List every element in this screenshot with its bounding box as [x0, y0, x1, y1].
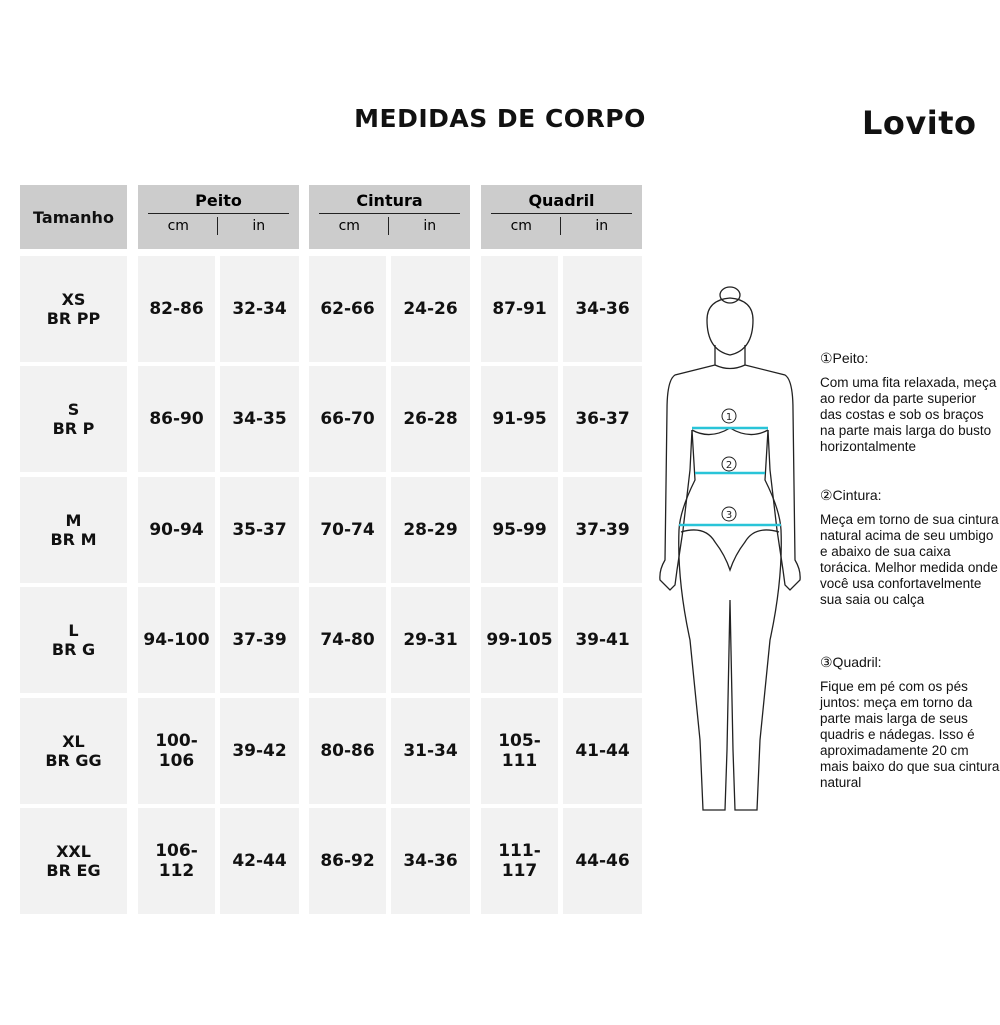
divider [319, 213, 460, 214]
unit-in: in [423, 218, 437, 234]
divider [491, 213, 632, 214]
group-label: Cintura [356, 191, 423, 210]
group-label: Peito [195, 191, 242, 210]
measurement-cell: 106-112 [138, 808, 215, 914]
body-figure: 1 2 3 [659, 286, 801, 811]
measurement-cell: 31-34 [391, 698, 470, 804]
measurement-cell: 99-105 [481, 587, 558, 693]
measurement-cell: 32-34 [220, 256, 299, 362]
measurement-cell: 74-80 [309, 587, 386, 693]
size-label: L [68, 621, 79, 640]
measurement-cell: 86-90 [138, 366, 215, 472]
measurement-cell: 87-91 [481, 256, 558, 362]
measurement-cell: 24-26 [391, 256, 470, 362]
measurement-cell: 86-92 [309, 808, 386, 914]
measurement-cell: 28-29 [391, 477, 470, 583]
measurement-cell: 62-66 [309, 256, 386, 362]
br-size-label: BR GG [45, 751, 102, 770]
page-title: MEDIDAS DE CORPO [354, 104, 646, 133]
measurement-cell: 39-42 [220, 698, 299, 804]
size-cell: S BR P [20, 366, 127, 472]
instruction-text: Meça em torno de sua cintura natural aci… [820, 512, 999, 607]
measurement-cell: 44-46 [563, 808, 642, 914]
measurement-cell: 35-37 [220, 477, 299, 583]
marker-2: 2 [726, 460, 732, 471]
unit-cm: cm [167, 218, 189, 234]
measurement-cell: 90-94 [138, 477, 215, 583]
measurement-cell: 95-99 [481, 477, 558, 583]
instruction-waist: ②Cintura: Meça em torno de sua cintura n… [820, 487, 1000, 608]
size-label: XL [62, 732, 85, 751]
measurement-cell: 91-95 [481, 366, 558, 472]
brand-logo: Lovito [862, 104, 977, 142]
size-cell: XXL BR EG [20, 808, 127, 914]
size-cell: L BR G [20, 587, 127, 693]
unit-cm: cm [338, 218, 360, 234]
divider [148, 213, 289, 214]
size-label: S [67, 400, 80, 419]
br-size-label: BR PP [46, 309, 101, 328]
measurement-cell: 26-28 [391, 366, 470, 472]
measurement-cell: 66-70 [309, 366, 386, 472]
measurement-cell: 37-39 [220, 587, 299, 693]
size-header: Tamanho [20, 185, 127, 249]
measurement-cell: 36-37 [563, 366, 642, 472]
size-label: M [65, 511, 82, 530]
measurement-cell: 41-44 [563, 698, 642, 804]
column-group-waist: Cintura cm in [309, 185, 470, 249]
measurement-cell: 34-36 [563, 256, 642, 362]
br-size-label: BR G [51, 640, 96, 659]
size-label: XXL [56, 842, 91, 861]
measurement-cell: 111-117 [481, 808, 558, 914]
measurement-cell: 34-36 [391, 808, 470, 914]
marker-1: 1 [726, 412, 732, 423]
size-cell: XS BR PP [20, 256, 127, 362]
instruction-heading: ③Quadril: [820, 654, 882, 670]
measurement-cell: 82-86 [138, 256, 215, 362]
measurement-cell: 80-86 [309, 698, 386, 804]
unit-in: in [252, 218, 266, 234]
divider [560, 217, 561, 235]
instruction-chest: ①Peito: Com uma fita relaxada, meça ao r… [820, 350, 1000, 455]
instruction-hip: ③Quadril: Fique em pé com os pés juntos:… [820, 654, 1000, 791]
column-group-chest: Peito cm in [138, 185, 299, 249]
group-label: Quadril [528, 191, 595, 210]
measurement-cell: 70-74 [309, 477, 386, 583]
unit-in: in [595, 218, 609, 234]
instruction-heading: ②Cintura: [820, 487, 882, 503]
column-group-hip: Quadril cm in [481, 185, 642, 249]
divider [388, 217, 389, 235]
measurement-cell: 34-35 [220, 366, 299, 472]
instruction-text: Com uma fita relaxada, meça ao redor da … [820, 375, 997, 454]
measurement-cell: 100-106 [138, 698, 215, 804]
measurement-cell: 105-111 [481, 698, 558, 804]
br-size-label: BR EG [46, 861, 101, 880]
instruction-heading: ①Peito: [820, 350, 869, 366]
size-cell: XL BR GG [20, 698, 127, 804]
br-size-label: BR P [52, 419, 95, 438]
measurement-cell: 29-31 [391, 587, 470, 693]
measurement-cell: 94-100 [138, 587, 215, 693]
br-size-label: BR M [50, 530, 97, 549]
unit-cm: cm [510, 218, 532, 234]
measurement-cell: 42-44 [220, 808, 299, 914]
measurement-cell: 39-41 [563, 587, 642, 693]
instruction-text: Fique em pé com os pés juntos: meça em t… [820, 679, 1000, 790]
divider [217, 217, 218, 235]
size-label: XS [61, 290, 86, 309]
measurement-cell: 37-39 [563, 477, 642, 583]
size-cell: M BR M [20, 477, 127, 583]
marker-3: 3 [726, 510, 732, 521]
